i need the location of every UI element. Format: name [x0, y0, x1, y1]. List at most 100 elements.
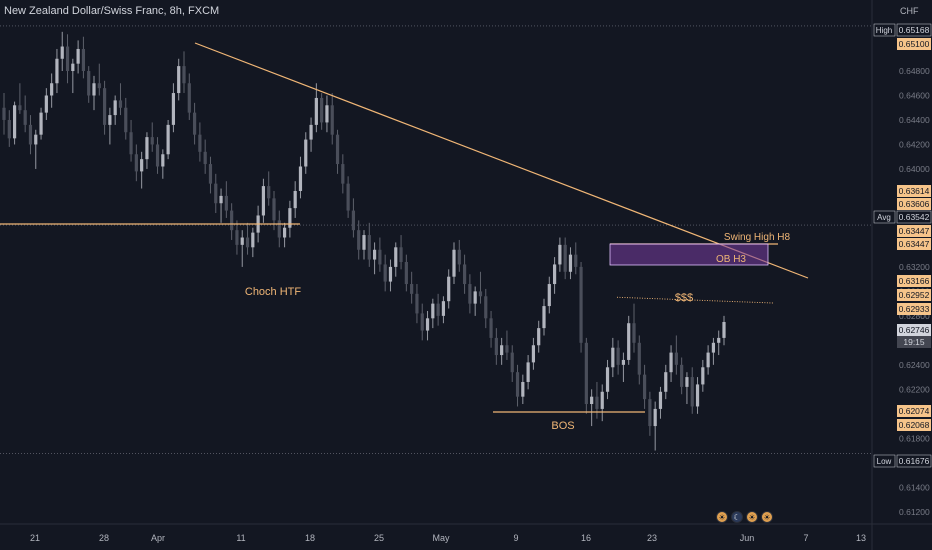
candle-body — [537, 328, 541, 346]
candle-body — [420, 313, 424, 331]
candle-body — [367, 235, 371, 260]
candle-body — [230, 210, 234, 231]
price-marker-bg — [897, 225, 931, 237]
candle — [600, 384, 604, 422]
candle-body — [320, 97, 324, 123]
price-marker-bg — [897, 185, 931, 197]
price-tick-label: 0.64400 — [899, 115, 930, 125]
moon-event-icon[interactable]: ☾ — [731, 511, 743, 523]
candle — [214, 173, 218, 214]
candle-body — [574, 254, 578, 267]
price-marker-tag-bg — [873, 210, 896, 224]
candle-body — [701, 367, 705, 385]
candle-body — [642, 374, 647, 400]
candle — [664, 364, 668, 400]
time-tick-label: 16 — [581, 533, 591, 543]
candle-body — [436, 303, 440, 316]
candle-body — [87, 71, 91, 96]
candle-body — [214, 183, 218, 204]
candle — [394, 242, 398, 277]
candle — [584, 337, 588, 414]
candle-body — [118, 100, 123, 108]
candle-body — [563, 244, 567, 272]
price-marker: 0.65168 High — [873, 23, 932, 37]
price-tick-label: 0.63200 — [899, 262, 930, 272]
candle — [489, 310, 493, 348]
time-tick-label: 21 — [30, 533, 40, 543]
candle-body — [568, 254, 573, 272]
candle — [118, 83, 123, 116]
candle-body — [18, 105, 22, 111]
price-marker-value: 0.63606 — [899, 199, 930, 209]
candle-body — [240, 237, 244, 245]
annotation-bos: BOS — [551, 420, 574, 432]
candle-body — [489, 318, 493, 338]
candle — [658, 386, 663, 419]
price-tick-label: 0.64600 — [899, 90, 930, 100]
candle-body — [717, 337, 721, 343]
candle-body — [399, 247, 403, 262]
candle — [627, 315, 631, 365]
candle — [494, 328, 498, 365]
candle — [166, 119, 170, 160]
sun-event-icon[interactable]: ☀ — [761, 511, 773, 523]
candle-body — [166, 124, 170, 155]
candle — [71, 58, 75, 94]
candle-body — [171, 93, 176, 125]
candle-body — [584, 342, 588, 405]
price-marker-value: 0.62933 — [899, 304, 930, 314]
candle — [208, 156, 213, 194]
ob-h3-zone — [609, 243, 769, 266]
candle — [44, 88, 48, 120]
candle — [341, 154, 345, 194]
candle-body — [161, 154, 165, 167]
candle-body — [605, 367, 610, 392]
candle — [717, 330, 721, 356]
price-marker-bg — [897, 198, 931, 210]
candle-body — [658, 391, 663, 409]
candle-body — [473, 291, 477, 304]
candle — [81, 36, 86, 79]
price-marker-bg — [897, 38, 931, 50]
price-marker-value: 0.62068 — [899, 420, 930, 430]
candle — [680, 357, 684, 395]
candle-body — [335, 134, 340, 165]
sun-event-icon[interactable]: ☀ — [746, 511, 758, 523]
candle — [240, 230, 244, 267]
price-marker-value: 0.63542 — [899, 212, 930, 222]
candle — [55, 48, 59, 94]
candle-body — [267, 186, 271, 199]
candle-body — [39, 112, 43, 135]
candle — [113, 95, 117, 125]
price-marker-value: 0.65168 — [899, 25, 930, 35]
candle-body — [351, 210, 356, 231]
candle — [182, 51, 186, 94]
candle — [87, 66, 91, 103]
candle-body — [558, 244, 562, 265]
candle-body — [648, 399, 652, 427]
candle-body — [187, 83, 191, 113]
price-tick-label: 0.61800 — [899, 433, 930, 443]
candle-body — [50, 83, 54, 96]
price-marker-bg — [896, 454, 932, 468]
time-tick-label: 23 — [647, 533, 657, 543]
candle — [304, 132, 308, 174]
price-marker-tag-bg — [873, 23, 896, 37]
reference-levels — [0, 25, 872, 454]
price-marker: 0.62746 — [897, 324, 931, 336]
candle — [198, 122, 202, 162]
candle — [65, 34, 70, 84]
liquidity-line — [616, 296, 774, 304]
price-marker-bg — [897, 275, 931, 287]
time-tick-label: 9 — [513, 533, 518, 543]
candle-body — [314, 97, 318, 125]
candle-body — [621, 359, 626, 365]
candle — [171, 83, 176, 133]
candle — [145, 132, 149, 169]
time-tick-label: 7 — [803, 533, 808, 543]
candle-body — [129, 132, 133, 155]
candle — [552, 257, 557, 294]
candle-body — [410, 284, 414, 294]
sun-event-icon[interactable]: ☀ — [716, 511, 728, 523]
